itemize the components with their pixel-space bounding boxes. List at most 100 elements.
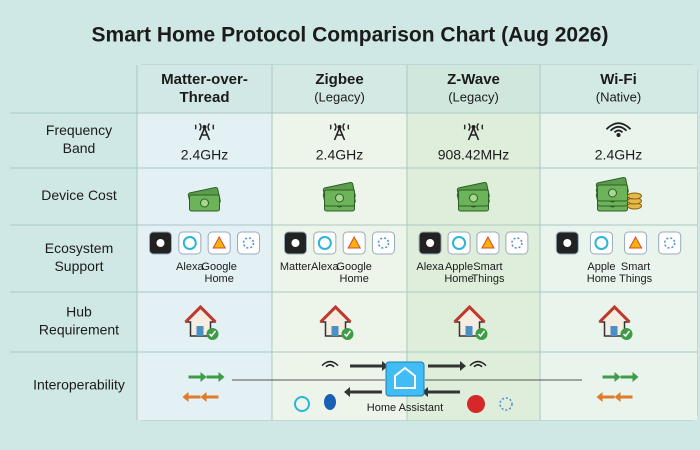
door: [196, 326, 204, 336]
app-symbol: [212, 235, 227, 249]
arrow-head: [200, 372, 207, 382]
wifi-arc: [325, 364, 335, 368]
arrow: [344, 387, 382, 397]
ecosystem-icon: [624, 231, 648, 255]
arrow: [596, 392, 615, 402]
arrow-head: [422, 387, 428, 397]
antenna: [333, 127, 346, 141]
roof: [453, 304, 486, 324]
door: [465, 326, 473, 336]
ecosystem-label: Alexa: [416, 261, 444, 273]
coin: [627, 192, 642, 200]
title: Smart Home Protocol Comparison Chart (Au…: [92, 24, 609, 47]
frequency-value: 2.4GHz: [595, 147, 642, 163]
app-tile: [658, 231, 682, 255]
hub-icon: [184, 304, 219, 340]
wifi-arc: [469, 360, 487, 367]
column-header: Wi-Fi: [600, 71, 637, 88]
app-tile: [372, 231, 396, 255]
column-header: (Legacy): [314, 89, 365, 104]
signal-icon: [194, 123, 215, 141]
ecosystem-icon: [505, 231, 529, 255]
hub-icon: [598, 304, 633, 340]
column-header: (Legacy): [448, 89, 499, 104]
app-symbol: [628, 235, 643, 249]
app-symbol: [156, 239, 165, 247]
hub-house: [394, 366, 416, 389]
zwave-icon: [467, 395, 485, 413]
check: [208, 330, 217, 338]
roof: [598, 304, 631, 324]
wifi-arc: [321, 360, 339, 367]
bill-mark: [335, 193, 344, 203]
arrow-head: [344, 387, 350, 397]
wave: [476, 123, 480, 131]
ecosystem-icon: [372, 231, 396, 255]
wave: [342, 123, 346, 131]
hub-icon: [319, 304, 354, 340]
arrow-head: [614, 392, 621, 402]
app-symbol: [663, 237, 676, 249]
arrow: [350, 361, 388, 371]
app-symbol: [377, 237, 390, 249]
app-symbol: [481, 235, 495, 249]
app-tile: [313, 231, 337, 255]
bill-mark: [608, 188, 617, 198]
wave: [333, 123, 337, 131]
antenna-top: [337, 125, 342, 129]
arrow-head: [200, 392, 207, 402]
ecosystem-icon: [476, 231, 500, 255]
app-symbol: [317, 236, 332, 250]
check: [477, 330, 486, 338]
ecosystem-icon: [148, 231, 172, 255]
arrow-head: [460, 361, 466, 371]
ecosystem-icon: [178, 231, 202, 255]
cost-icon: [322, 181, 356, 212]
ecosystem-icon: [342, 231, 366, 255]
antenna-top: [471, 125, 476, 129]
ecosystem-label: Apple: [587, 261, 615, 273]
arrow: [620, 372, 639, 382]
row-label: Band: [63, 140, 96, 156]
ecosystem-label: Alexa: [311, 261, 339, 273]
ecosystem-icon: [283, 231, 307, 255]
signal-icon: [605, 122, 632, 137]
arrow: [188, 372, 207, 382]
wifi-arc: [473, 364, 483, 368]
ecosystem-label: Things: [471, 273, 505, 285]
row-label: Frequency: [46, 122, 112, 138]
door: [610, 326, 618, 336]
row-label: Support: [54, 258, 103, 274]
arrow: [182, 392, 201, 402]
app-symbol: [426, 239, 435, 247]
wifi-arc: [613, 129, 624, 134]
frequency-value: 2.4GHz: [316, 147, 363, 163]
row-label: Interoperability: [33, 377, 125, 393]
column-header: (Native): [596, 89, 642, 104]
app-symbol: [182, 236, 197, 250]
ecosystem-label: Home: [587, 273, 616, 285]
ecosystem-label: Alexa: [176, 261, 204, 273]
app-tile: [178, 231, 202, 255]
ecosystem-icon: [418, 231, 442, 255]
ecosystem-icon: [237, 231, 261, 255]
wifi-arc: [605, 122, 632, 130]
column-header: Z-Wave: [447, 71, 500, 88]
ecosystem-icon: [589, 231, 613, 255]
arrow-head: [382, 361, 388, 371]
cost-icon: [187, 186, 221, 212]
arrow: [422, 387, 460, 397]
arrow: [602, 372, 621, 382]
ecosystem-label: Home: [205, 273, 234, 285]
arrow-head: [614, 372, 621, 382]
hub-icon: [453, 304, 488, 340]
arrow-head: [632, 372, 639, 382]
row-label: Hub: [66, 304, 92, 320]
column-header: Thread: [179, 89, 229, 106]
wifi-arc: [609, 125, 628, 132]
wifi-dot: [616, 133, 621, 137]
antenna: [467, 127, 480, 141]
bluetooth-icon: [324, 394, 336, 410]
signal-icon: [329, 123, 350, 141]
